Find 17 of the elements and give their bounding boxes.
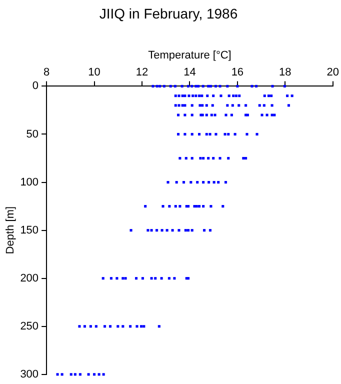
x-tick-label: 8	[43, 66, 50, 79]
y-tick-label: 50	[26, 128, 39, 140]
x-tick-label: 20	[326, 66, 340, 79]
y-tick-label: 100	[20, 176, 39, 188]
y-tick-label: 200	[20, 272, 39, 284]
y-tick-label: 250	[20, 320, 39, 332]
x-tick-label: 16	[231, 66, 244, 79]
chart-title: JIIQ in February, 1986	[99, 5, 238, 22]
x-tick-label: 12	[136, 66, 148, 79]
x-tick-label: 10	[88, 66, 100, 79]
x-axis-title: Temperature [°C]	[148, 49, 232, 62]
y-axis-title: Depth [m]	[4, 206, 17, 254]
x-tick-label: 18	[279, 66, 292, 79]
y-tick-label: 0	[32, 80, 39, 92]
y-tick-label: 150	[20, 224, 39, 236]
y-tick-label: 300	[20, 368, 39, 380]
x-tick-label: 14	[184, 66, 196, 79]
